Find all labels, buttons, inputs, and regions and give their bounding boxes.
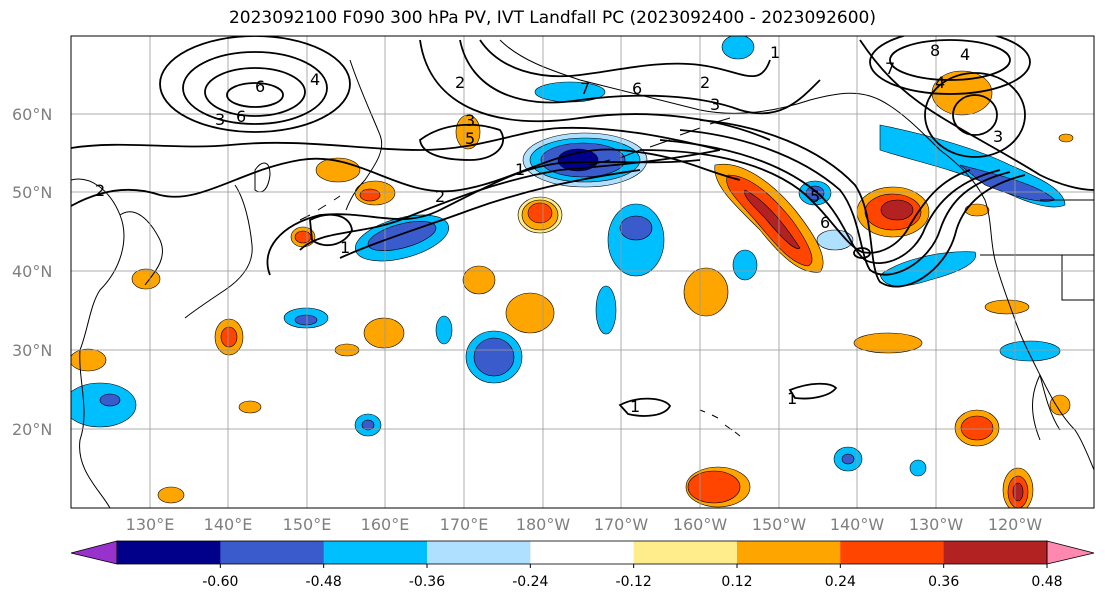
lon-label: 130°W (909, 515, 964, 534)
lon-label: 170°W (594, 515, 649, 534)
gridlines (71, 36, 1094, 508)
colorbar-tick-label: 0.48 (1031, 574, 1062, 590)
colorbar-segment (117, 541, 221, 564)
contour-label: 3 (465, 111, 475, 130)
lon-label: 140°E (204, 515, 253, 534)
lat-label-30n: 30°N (12, 341, 52, 360)
contour-label: 3 (215, 110, 225, 129)
lon-label: 130°E (126, 515, 175, 534)
contour-label: 2 (700, 73, 710, 92)
contour-label: 6 (255, 77, 265, 96)
contour-label: 8 (930, 41, 940, 60)
pv-contour-labels: 6 4 3 2 2 1 7 6 3 5 2 1 2 3 1 6 4 7 8 4 … (95, 41, 1003, 416)
pv-contours (71, 36, 1094, 417)
colorbar-segment (943, 541, 1048, 564)
colorbar-tick-label: -0.12 (616, 574, 652, 590)
colorbar-segment (530, 541, 635, 564)
lon-label: 170°E (440, 515, 489, 534)
lon-label: 160°W (673, 515, 728, 534)
contour-label: 4 (960, 45, 970, 64)
contour-label: 4 (310, 70, 320, 89)
colorbar-segment (220, 541, 325, 564)
colorbar-segment (323, 541, 428, 564)
contour-label: 4 (935, 73, 945, 92)
colorbar-outline (116, 540, 1048, 565)
lon-label: 150°W (752, 515, 807, 534)
contour-label: 1 (630, 397, 640, 416)
contour-label: 5 (465, 129, 475, 148)
contour-label: 7 (580, 79, 590, 98)
lat-label-60n: 60°N (12, 105, 52, 124)
lon-label: 140°W (830, 515, 885, 534)
longitude-labels: 130°E 140°E 150°E 160°E 170°E 180°W 170°… (126, 515, 1043, 534)
colorbar-tick-label: -0.48 (306, 574, 342, 590)
colorbar-tick-label: -0.24 (512, 574, 548, 590)
colorbar-extend-high (1046, 540, 1095, 565)
contour-label: 6 (236, 107, 246, 126)
contour-label: 2 (435, 187, 445, 206)
lon-label: 120°W (988, 515, 1043, 534)
lat-label-20n: 20°N (12, 420, 52, 439)
colorbar-tick-label: -0.60 (202, 574, 238, 590)
colorbar: -0.60 -0.48 -0.36 -0.24 -0.12 0.12 0.24 0.36 0.4… (70, 540, 1095, 590)
colorbar-tick-label: 0.24 (825, 574, 856, 590)
contour-label: 2 (95, 181, 105, 200)
contour-label: 7 (885, 59, 895, 78)
contour-label: 1 (770, 43, 780, 62)
contour-label: 6 (820, 213, 830, 232)
contour-label: 1 (515, 160, 525, 179)
page-title: 2023092100 F090 300 hPa PV, IVT Landfall… (228, 8, 876, 28)
lon-label: 150°E (283, 515, 332, 534)
contour-label: 2 (455, 73, 465, 92)
contour-label: 6 (632, 79, 642, 98)
contour-label: 3 (710, 95, 720, 114)
lon-label: 160°E (361, 515, 410, 534)
colorbar-segment (737, 541, 841, 564)
contour-label: 1 (340, 238, 350, 257)
contour-label: 1 (787, 389, 797, 408)
ivt-shading (71, 36, 1074, 508)
lat-label-50n: 50°N (12, 183, 52, 202)
colorbar-segment (633, 541, 738, 564)
latitude-labels: 60°N 50°N 40°N 30°N 20°N (12, 105, 52, 439)
colorbar-segment (840, 541, 945, 564)
lat-label-40n: 40°N (12, 262, 52, 281)
map-border (70, 35, 1095, 509)
colorbar-tick-label: 0.12 (721, 574, 752, 590)
colorbar-tick-label: 0.36 (928, 574, 959, 590)
colorbar-segment (427, 541, 531, 564)
colorbar-tick-label: -0.36 (409, 574, 445, 590)
contour-label: 5 (810, 187, 820, 206)
lon-label: 180°W (516, 515, 571, 534)
colorbar-extend-low (70, 540, 118, 565)
contour-label: 3 (993, 127, 1003, 146)
